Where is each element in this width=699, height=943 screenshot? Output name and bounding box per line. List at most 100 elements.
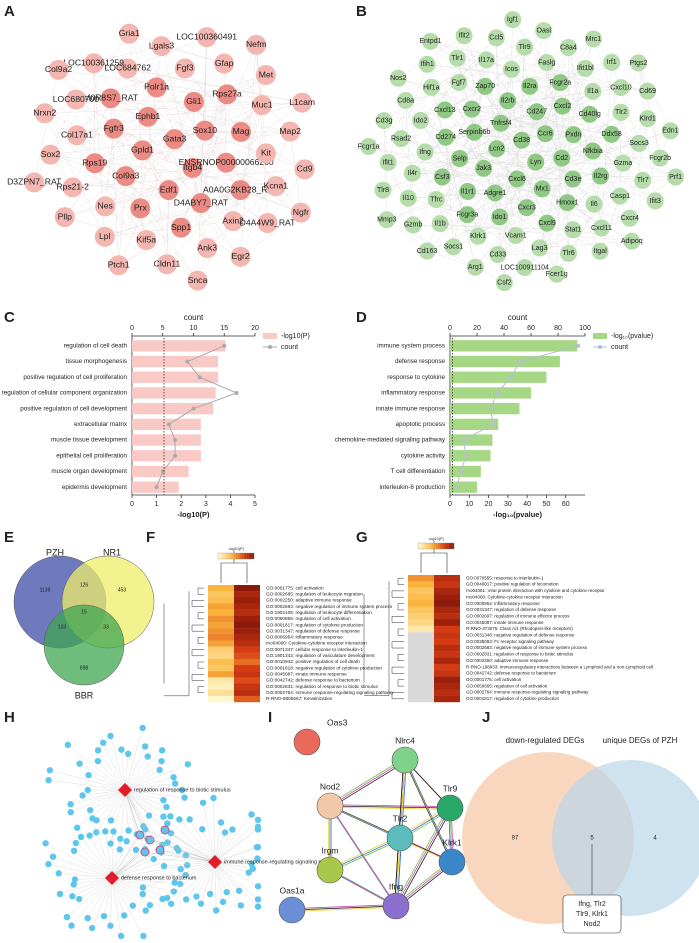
node-label: Socs1 [444, 244, 464, 251]
venn-circle [43, 604, 125, 686]
heatmap-cell [208, 658, 234, 666]
node-label: Nfkbia [583, 148, 603, 155]
network-node [95, 196, 116, 217]
color-legend-step [221, 553, 224, 559]
network-node [221, 829, 229, 836]
network-node [141, 743, 149, 750]
network-node [254, 855, 261, 862]
network-edge [52, 856, 113, 879]
network-edge [72, 877, 113, 897]
network-node [450, 73, 468, 91]
bar [450, 465, 481, 478]
color-legend-step [448, 543, 451, 549]
network-node [193, 893, 200, 900]
heatmap-row-label: rno04060: Cytokine-cytokine receptor int… [466, 594, 563, 599]
legend-swatch [263, 333, 277, 339]
network-edge [214, 846, 259, 863]
network-edge [427, 64, 648, 92]
node-label: Gzma [614, 160, 633, 167]
network-node [527, 153, 545, 171]
network-node [528, 103, 546, 121]
network-edge [82, 789, 126, 796]
bar [450, 402, 520, 415]
network-node [182, 157, 203, 178]
network-edge [214, 814, 252, 863]
heatmap-cell [408, 587, 434, 595]
node-label: Klrk1 [470, 233, 486, 240]
network-edge [386, 199, 437, 220]
node-label: Muc1 [251, 99, 272, 109]
x2-tick-label: 5 [161, 325, 165, 332]
network-node [245, 869, 252, 876]
network-node [139, 884, 147, 891]
network-edge [73, 850, 113, 879]
network-node [436, 101, 454, 119]
network-edge [500, 123, 548, 224]
network-node [196, 27, 217, 48]
network-edge [71, 877, 113, 926]
node-label: Oasl [537, 28, 552, 35]
x-tick-label: 1 [155, 501, 159, 508]
network-node [160, 796, 167, 804]
color-legend-step [434, 543, 437, 549]
interaction-edge [293, 906, 398, 912]
category-label: T cell differentiation [391, 468, 446, 475]
network-edge [457, 58, 568, 203]
network-edge [125, 176, 198, 281]
node-label: LOC680700 [53, 94, 100, 104]
network-node [487, 29, 505, 47]
protein-node [436, 794, 464, 822]
node-label: Cd274 [435, 134, 456, 141]
network-node [476, 77, 494, 95]
category-label: epidermis development [62, 484, 127, 491]
network-node [576, 59, 594, 77]
node-label: Ifng [419, 149, 431, 156]
network-edge [111, 877, 122, 937]
panel-label: I [268, 709, 272, 726]
heatmap-row-label: GO:0002831: regulation of response to bi… [466, 652, 574, 657]
node-label: Cxcl13 [434, 107, 456, 114]
network-edge [111, 877, 144, 937]
network-node [554, 97, 572, 115]
network-node [94, 747, 102, 754]
network-node [164, 820, 171, 827]
node-label: Sox10 [193, 125, 218, 135]
interaction-edge [291, 905, 397, 911]
network-edge [58, 45, 162, 70]
count-dot [166, 422, 171, 427]
network-edge [174, 861, 216, 883]
node-label: Cldn11 [154, 259, 181, 269]
node-label: Mmp3 [377, 217, 397, 224]
network-node [116, 846, 123, 853]
network-edge [536, 38, 594, 112]
heatmap-row-label: GO:0010942: positive regulation of cell … [266, 659, 360, 664]
category-label: apoptotic process [396, 421, 445, 428]
color-legend-step [418, 543, 420, 549]
network-node [237, 902, 245, 909]
network-edge [124, 789, 138, 835]
network-edge [111, 831, 114, 879]
network-edge [599, 196, 621, 252]
network-node [412, 112, 430, 130]
heatmap-row-label: GO:0001817: regulation of cytokine produ… [266, 622, 363, 627]
network-edge [44, 113, 301, 213]
network-edge [592, 151, 602, 229]
node-label: Kit [261, 148, 272, 158]
network-edge [50, 139, 175, 155]
network-node [146, 901, 154, 909]
network-edge [398, 78, 446, 138]
network-node [433, 168, 451, 186]
network-node [584, 142, 602, 160]
node-label: Fcgr1a [358, 143, 380, 150]
network-node [45, 860, 52, 868]
network-node [70, 847, 78, 855]
network-edge [214, 861, 241, 906]
network-edge [142, 63, 225, 151]
heatmap-cell [208, 677, 234, 684]
heatmap-cell [208, 609, 234, 616]
network-node [160, 813, 167, 820]
heatmap-row-label: GO:0031347: regulation of defense respon… [466, 607, 557, 612]
node-label: Cd9 [297, 164, 313, 174]
network-edge [75, 99, 194, 103]
